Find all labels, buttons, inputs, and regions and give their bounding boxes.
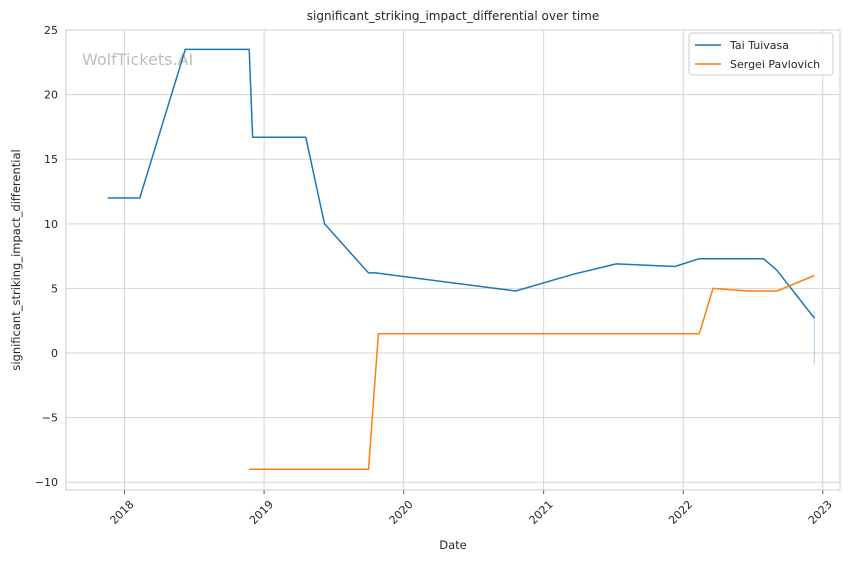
watermark: WolfTickets.AI [82,50,193,69]
y-tick-label: 10 [44,218,58,231]
y-tick-label: 20 [44,89,58,102]
y-tick-label: 25 [44,24,58,37]
y-tick-label: −5 [42,412,58,425]
y-axis: −10 −5 0 5 10 15 20 25 [35,24,58,489]
legend-box [688,32,834,76]
series-layer [107,48,815,471]
plot-frame [65,29,841,491]
y-tick-label: −10 [35,476,58,489]
series-line-tai-tuivasa [107,48,815,319]
y-tick-label: 0 [51,347,58,360]
legend-label-sergei-pavlovich: Sergei Pavlovich [730,58,820,71]
series-line-sergei-pavlovich [249,274,815,471]
y-tick-label: 5 [51,282,58,295]
y-axis-title: significant_striking_impact_differential [9,149,23,370]
chart-title: significant_striking_impact_differential… [307,9,599,23]
legend-label-tai-tuivasa: Tai Tuivasa [729,39,789,52]
y-tick-label: 15 [44,153,58,166]
legend: Tai Tuivasa Sergei Pavlovich [688,32,834,76]
x-axis-title: Date [439,538,467,552]
grid [66,29,840,490]
